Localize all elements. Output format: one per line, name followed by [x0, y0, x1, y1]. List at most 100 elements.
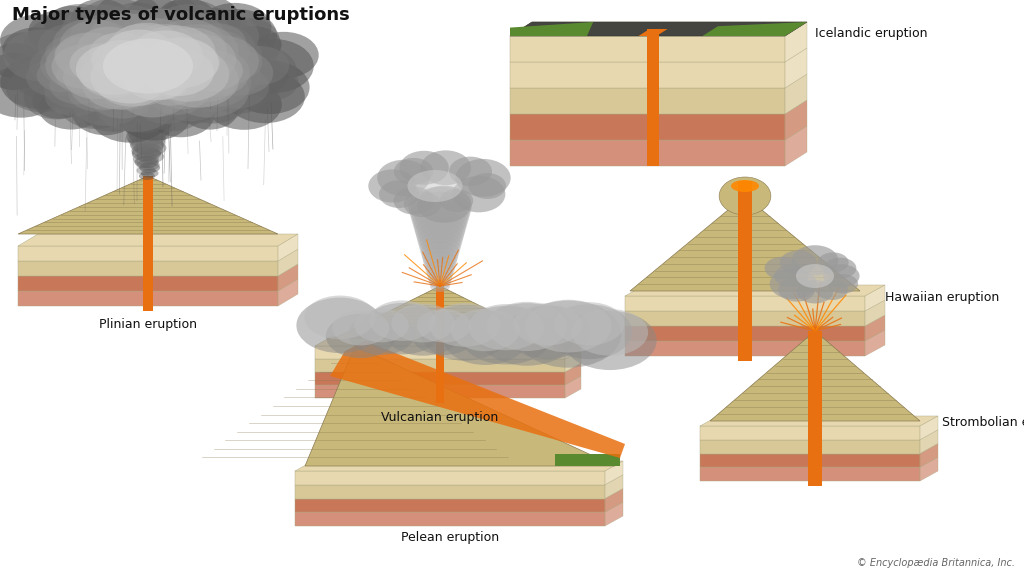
Ellipse shape: [421, 305, 508, 361]
Ellipse shape: [153, 40, 220, 85]
Polygon shape: [785, 100, 807, 140]
Ellipse shape: [142, 37, 219, 88]
Bar: [625, 326, 865, 341]
Ellipse shape: [430, 280, 450, 292]
Ellipse shape: [161, 81, 221, 122]
Ellipse shape: [13, 58, 74, 98]
Ellipse shape: [451, 309, 520, 351]
Ellipse shape: [165, 88, 219, 124]
Polygon shape: [625, 285, 885, 296]
Ellipse shape: [113, 73, 180, 106]
Ellipse shape: [90, 77, 154, 119]
Polygon shape: [865, 315, 885, 341]
Ellipse shape: [100, 73, 156, 110]
Ellipse shape: [379, 180, 420, 208]
Ellipse shape: [417, 226, 463, 253]
Ellipse shape: [131, 143, 162, 158]
Polygon shape: [785, 48, 807, 88]
Ellipse shape: [109, 2, 166, 40]
Polygon shape: [278, 234, 298, 261]
Ellipse shape: [209, 37, 262, 72]
Ellipse shape: [45, 35, 101, 73]
Ellipse shape: [94, 0, 162, 39]
Ellipse shape: [43, 67, 104, 108]
Ellipse shape: [113, 66, 182, 101]
Ellipse shape: [0, 32, 59, 79]
Polygon shape: [702, 22, 807, 36]
Polygon shape: [630, 196, 860, 291]
Ellipse shape: [424, 256, 456, 274]
Bar: [510, 114, 785, 140]
Ellipse shape: [414, 211, 466, 242]
Ellipse shape: [394, 158, 433, 185]
Ellipse shape: [142, 68, 199, 105]
Ellipse shape: [103, 39, 193, 93]
Ellipse shape: [54, 32, 125, 79]
Ellipse shape: [152, 0, 227, 51]
Ellipse shape: [199, 9, 278, 62]
Ellipse shape: [154, 71, 212, 109]
Ellipse shape: [96, 10, 167, 57]
Ellipse shape: [421, 241, 459, 264]
Ellipse shape: [136, 165, 156, 175]
Ellipse shape: [90, 89, 170, 143]
Ellipse shape: [177, 76, 249, 123]
Bar: [18, 246, 278, 261]
Polygon shape: [920, 430, 938, 453]
Ellipse shape: [377, 160, 430, 196]
Ellipse shape: [80, 52, 148, 98]
Ellipse shape: [147, 92, 214, 137]
Ellipse shape: [126, 18, 187, 59]
Ellipse shape: [205, 50, 273, 96]
Bar: [700, 467, 920, 481]
Ellipse shape: [134, 25, 216, 80]
Ellipse shape: [408, 170, 463, 202]
Ellipse shape: [38, 24, 102, 67]
Polygon shape: [865, 300, 885, 326]
Bar: [625, 311, 865, 326]
Ellipse shape: [126, 121, 169, 142]
Ellipse shape: [120, 105, 171, 130]
Ellipse shape: [61, 4, 141, 57]
Ellipse shape: [731, 180, 759, 192]
Ellipse shape: [420, 236, 461, 260]
Ellipse shape: [326, 314, 395, 358]
Bar: [625, 296, 865, 311]
Text: Pelean eruption: Pelean eruption: [401, 531, 499, 544]
Ellipse shape: [796, 264, 834, 288]
Ellipse shape: [37, 58, 87, 92]
Ellipse shape: [89, 32, 152, 74]
Polygon shape: [565, 337, 581, 359]
Bar: [808, 331, 822, 486]
Bar: [18, 261, 278, 276]
Ellipse shape: [427, 266, 454, 282]
Ellipse shape: [40, 41, 110, 88]
Bar: [700, 439, 920, 453]
Ellipse shape: [0, 67, 59, 118]
Polygon shape: [605, 502, 623, 526]
Ellipse shape: [0, 55, 82, 109]
Ellipse shape: [139, 172, 155, 180]
Ellipse shape: [183, 29, 250, 74]
Ellipse shape: [128, 118, 172, 139]
Ellipse shape: [429, 275, 452, 289]
Ellipse shape: [816, 279, 848, 300]
Ellipse shape: [96, 58, 169, 107]
Ellipse shape: [134, 9, 190, 46]
Ellipse shape: [516, 301, 622, 367]
Ellipse shape: [204, 69, 270, 114]
Ellipse shape: [296, 298, 384, 353]
Ellipse shape: [513, 303, 583, 346]
Ellipse shape: [199, 26, 254, 63]
Ellipse shape: [780, 251, 817, 274]
Polygon shape: [278, 249, 298, 276]
Ellipse shape: [216, 39, 276, 79]
Ellipse shape: [134, 140, 167, 156]
Polygon shape: [785, 22, 807, 62]
Bar: [315, 346, 565, 359]
Ellipse shape: [184, 78, 237, 112]
Ellipse shape: [154, 19, 224, 66]
Bar: [143, 176, 153, 311]
Ellipse shape: [158, 0, 215, 36]
Ellipse shape: [188, 23, 247, 62]
